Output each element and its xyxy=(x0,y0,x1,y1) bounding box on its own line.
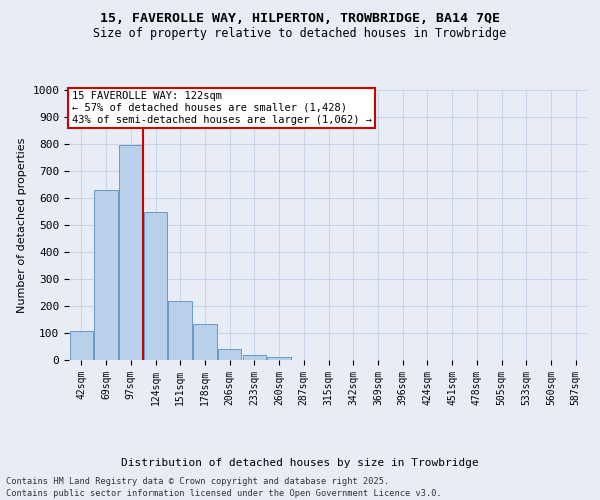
Bar xyxy=(193,324,217,360)
Text: Contains HM Land Registry data © Crown copyright and database right 2025.: Contains HM Land Registry data © Crown c… xyxy=(6,478,389,486)
Bar xyxy=(119,146,143,360)
Bar xyxy=(94,190,118,360)
Text: Size of property relative to detached houses in Trowbridge: Size of property relative to detached ho… xyxy=(94,28,506,40)
Bar xyxy=(70,331,93,360)
Text: Distribution of detached houses by size in Trowbridge: Distribution of detached houses by size … xyxy=(121,458,479,468)
Bar xyxy=(242,355,266,360)
Text: Contains public sector information licensed under the Open Government Licence v3: Contains public sector information licen… xyxy=(6,489,442,498)
Bar xyxy=(144,212,167,360)
Y-axis label: Number of detached properties: Number of detached properties xyxy=(17,138,27,312)
Bar xyxy=(169,300,192,360)
Bar xyxy=(218,348,241,360)
Text: 15 FAVEROLLE WAY: 122sqm
← 57% of detached houses are smaller (1,428)
43% of sem: 15 FAVEROLLE WAY: 122sqm ← 57% of detach… xyxy=(71,92,371,124)
Text: 15, FAVEROLLE WAY, HILPERTON, TROWBRIDGE, BA14 7QE: 15, FAVEROLLE WAY, HILPERTON, TROWBRIDGE… xyxy=(100,12,500,26)
Bar xyxy=(268,358,291,360)
